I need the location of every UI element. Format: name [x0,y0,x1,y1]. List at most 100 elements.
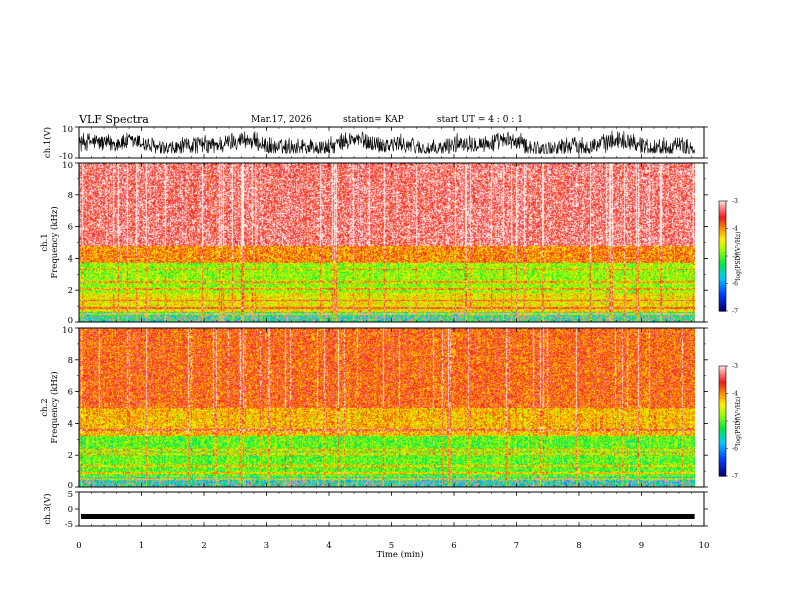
colorbar-swatch [719,448,726,451]
colorbar-swatch [719,430,726,433]
colorbar-swatch [719,232,726,235]
colorbar-swatch [719,306,726,309]
colorbar-swatch [719,205,726,208]
colorbar-swatch [719,231,726,234]
colorbar-swatch [719,305,726,308]
colorbar-swatch [719,276,726,279]
colorbar-swatch [719,436,726,439]
colorbar-swatch [719,426,726,429]
colorbar-swatch [719,225,726,228]
colorbar-tick-label: -3 [732,198,738,205]
y-tick-label: 0 [68,481,73,491]
x-tick-label: 5 [389,541,394,551]
colorbar-swatch [719,467,726,470]
y-axis-label-frequency: Frequency (kHz) [49,371,60,443]
colorbar-swatch [719,202,726,205]
colorbar-swatch [719,370,726,373]
colorbar-swatch [719,367,726,370]
colorbar-swatch [719,416,726,419]
colorbar-swatch [719,224,726,227]
colorbar-swatch [719,438,726,441]
colorbar-swatch [719,425,726,428]
colorbar-swatch [719,221,726,224]
colorbar-tick-label: -4 [732,391,738,398]
colorbar-swatch [719,239,726,242]
date-label: Mar.17, 2026 [251,115,312,125]
y-tick-label: 10 [62,125,73,135]
colorbar-swatch [719,218,726,221]
x-tick-label: 3 [264,541,269,551]
colorbar-swatch [719,407,726,410]
ch1-waveform-panel: 10 -10 ch.1(V) [42,125,708,162]
colorbar-swatch [719,375,726,378]
colorbar-tick-label: -6 [732,281,738,288]
colorbar-swatch [719,414,726,417]
colorbar-swatch [719,432,726,434]
colorbar-swatch [719,408,726,411]
y-axis-label-frequency: Frequency (kHz) [49,206,60,278]
colorbar-swatch [719,214,726,217]
x-axis-label: Time (min) [376,549,423,560]
colorbar-swatch [719,368,726,371]
colorbar-swatch [719,397,726,400]
y-tick-label: 4 [68,254,73,264]
colorbar-swatch [719,415,726,418]
colorbar-swatch [719,260,726,263]
colorbar-swatch [719,249,726,252]
colorbar-swatch [719,271,726,274]
y-tick-label: 5 [68,490,73,500]
y-tick-label: 10 [62,161,73,171]
colorbar-swatch [719,459,726,462]
colorbar-swatch [719,379,726,382]
colorbar-swatch [719,465,726,467]
ch1-spectrogram-panel: 0 2 4 6 8 10 ch.1 Frequency (kHz) [40,161,708,326]
x-tick-label: 0 [76,541,81,551]
colorbar-swatch [719,422,726,425]
colorbar-swatch [719,412,726,415]
ch2-spectrogram-panel: 0 2 4 6 8 10 ch.2 Frequency (kHz) [40,326,708,491]
y-tick-label: 0 [68,316,73,326]
station-label: station= KAP [343,115,404,125]
colorbar-swatch [719,372,726,375]
colorbar-swatch [719,452,726,455]
figure-title: VLF Spectra [78,113,149,126]
x-tick-label: 6 [451,541,456,551]
ch3-waveform-panel: 5 0 -5 ch.3(V) [42,490,708,530]
colorbar-tick-label: -7 [732,308,738,315]
colorbar-swatch [719,419,726,422]
y-tick-label: 6 [68,388,73,398]
colorbar-swatch [719,434,726,437]
colorbar-swatch [719,389,726,392]
colorbar-swatch [719,381,726,384]
colorbar-swatch [719,206,726,209]
colorbar-swatch [719,374,726,377]
x-tick-label: 2 [201,541,206,551]
colorbar-swatch [719,427,726,430]
colorbar-swatch [719,444,726,447]
colorbar-swatch [719,421,726,423]
colorbar-swatch [719,234,726,236]
colorbar-swatch [719,201,726,203]
colorbar-swatch [719,386,726,389]
colorbar-swatch [719,251,726,254]
colorbar-swatch [719,216,726,219]
colorbar-swatch [719,291,726,294]
colorbar-swatch [719,257,726,260]
colorbar-swatch [719,242,726,245]
colorbar-tick-label: -3 [732,363,738,370]
colorbar-swatch [719,293,726,296]
colorbar-swatch [719,213,726,216]
colorbar-swatch [719,300,726,302]
y-tick-label: 8 [68,191,73,201]
colorbar-swatch [719,394,726,397]
colorbar-swatch [719,295,726,298]
colorbar-swatch [719,366,726,368]
colorbar-swatch [719,447,726,450]
colorbar-swatch [719,382,726,385]
colorbar-swatch [719,378,726,381]
colorbar-tick-label: -5 [732,418,738,425]
y-tick-label: 4 [68,419,73,429]
y-axis-label-channel: ch.1 [40,233,50,251]
colorbar-swatch [719,212,726,214]
colorbar-swatch [719,279,726,282]
